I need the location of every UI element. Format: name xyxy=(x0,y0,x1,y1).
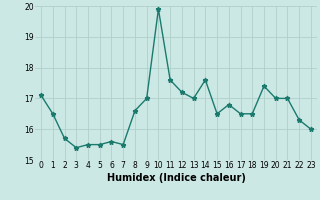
X-axis label: Humidex (Indice chaleur): Humidex (Indice chaleur) xyxy=(107,173,245,183)
